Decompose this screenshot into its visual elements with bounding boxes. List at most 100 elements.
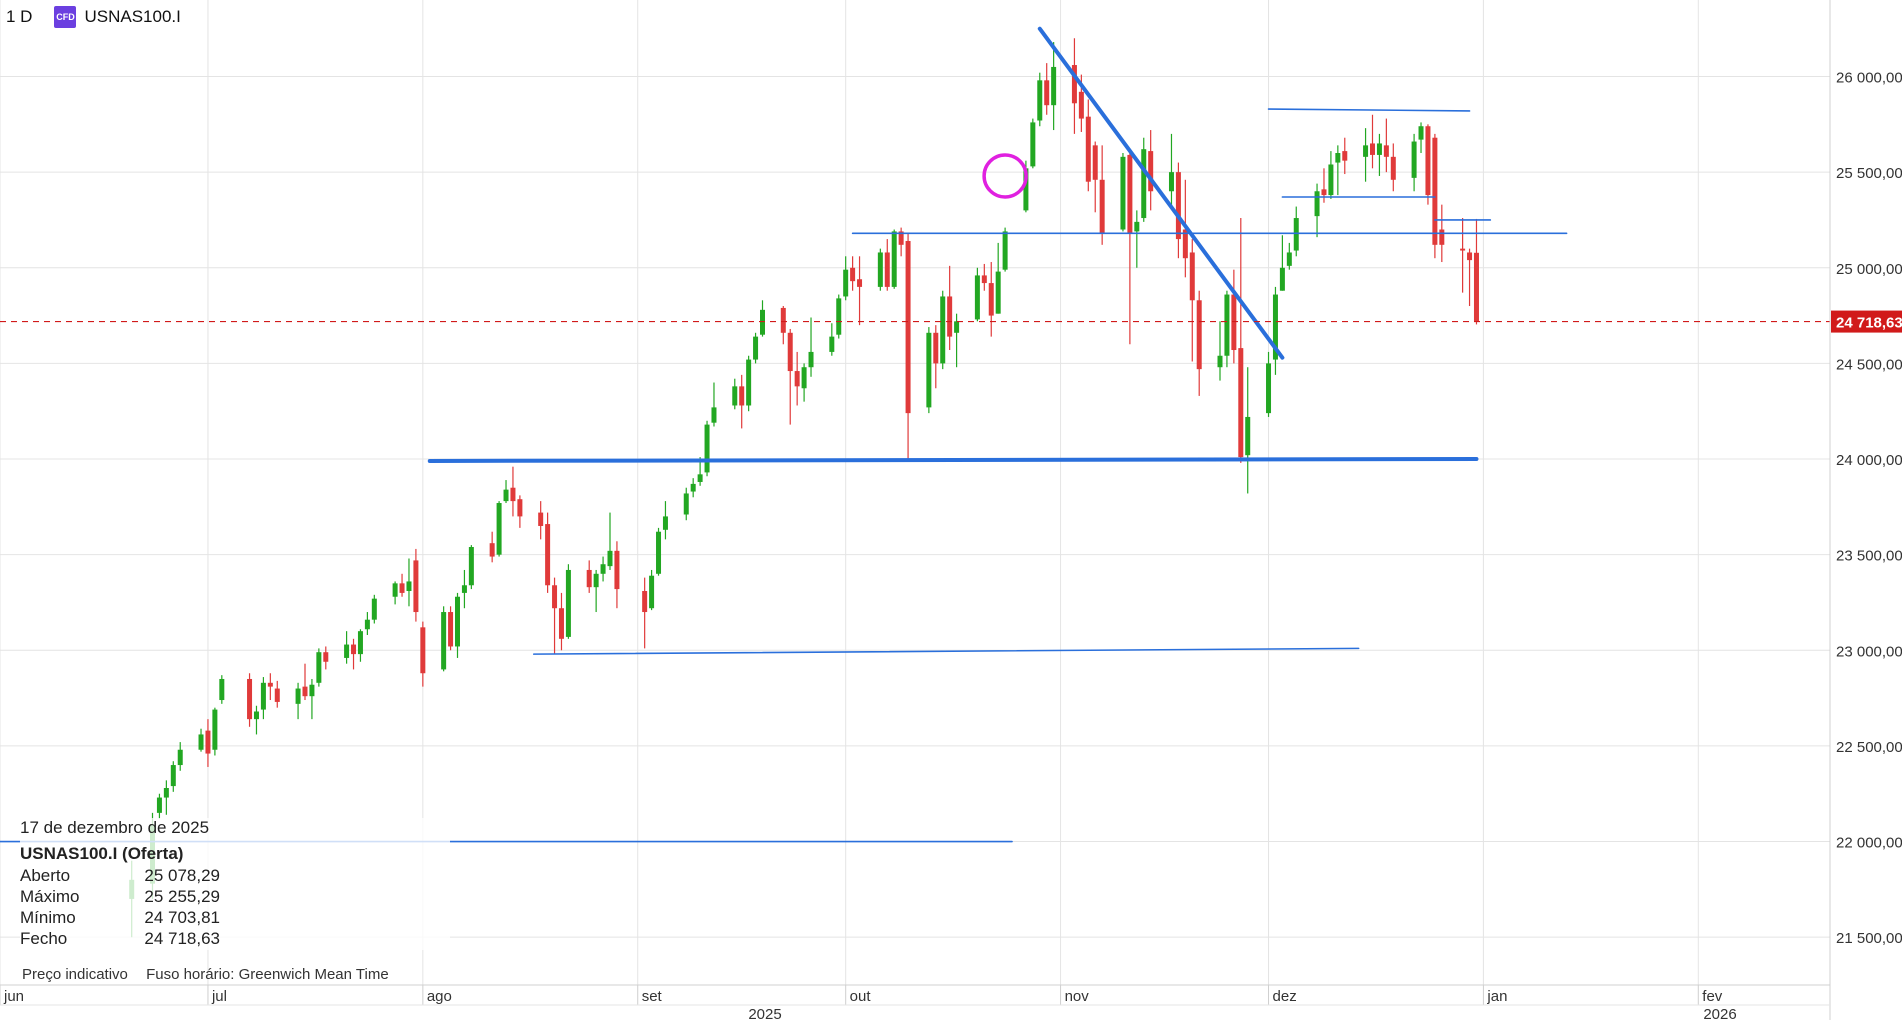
candle-body — [1383, 145, 1389, 157]
candle-body — [1245, 416, 1251, 456]
candle-body — [940, 296, 946, 364]
candle-body — [1460, 248, 1466, 251]
candle-body — [247, 678, 253, 720]
candle-body — [177, 749, 183, 766]
candle-body — [1085, 116, 1091, 182]
candle-body — [1023, 168, 1029, 211]
candle-body — [1044, 80, 1050, 106]
x-tick-label: dez — [1273, 988, 1297, 1005]
info-footer: Preço indicativo Fuso horário: Greenwich… — [22, 966, 403, 983]
candle-body — [371, 598, 377, 620]
candle-body — [496, 503, 502, 555]
candle-body — [1099, 179, 1105, 234]
candle-body — [156, 797, 162, 813]
candle-body — [1071, 65, 1077, 104]
candle-body — [746, 359, 752, 406]
year-label: 2025 — [748, 1006, 781, 1020]
candle-body — [857, 279, 863, 287]
candle-body — [1335, 153, 1341, 163]
annotations — [0, 26, 1568, 843]
candle-body — [877, 252, 883, 287]
candle-body — [801, 367, 807, 389]
candle-body — [1224, 294, 1230, 356]
candle-body — [205, 730, 211, 754]
candle-body — [1473, 252, 1479, 322]
candle-body — [1120, 156, 1126, 230]
candle-body — [711, 407, 717, 423]
y-tick-label: 22 000,00 — [1836, 835, 1902, 852]
candle-body — [593, 573, 599, 588]
candle-body — [545, 524, 551, 586]
candle-body — [891, 231, 897, 287]
candle-body — [517, 499, 523, 517]
candle-body — [1231, 294, 1237, 351]
candle-body — [898, 231, 904, 245]
candle-body — [905, 240, 911, 414]
info-value: 25 255,29 — [144, 887, 220, 906]
candle-body — [364, 619, 370, 630]
info-row-high: Máximo 25 255,29 — [20, 887, 220, 908]
candle-body — [420, 627, 426, 674]
candle-body — [1189, 252, 1195, 301]
candle-body — [850, 267, 856, 282]
candle-body — [690, 483, 696, 492]
y-tick-label: 24 000,00 — [1836, 452, 1902, 469]
info-row-close: Fecho 24 718,63 — [20, 929, 220, 950]
candle-body — [1272, 294, 1278, 360]
candle-body — [704, 424, 710, 473]
candle-body — [448, 612, 454, 647]
candle-body — [510, 487, 516, 502]
candle-body — [1411, 141, 1417, 178]
candle-body — [1134, 221, 1140, 232]
info-value: 24 703,81 — [144, 908, 220, 927]
timeframe-label[interactable]: 1 D — [6, 7, 33, 26]
candle-body — [808, 351, 814, 368]
x-tick-label: set — [642, 988, 663, 1005]
candle-body — [656, 531, 662, 574]
info-label: Mínimo — [20, 908, 76, 927]
candle-body — [843, 269, 849, 297]
candle-body — [302, 686, 308, 697]
candle-body — [552, 585, 558, 609]
candle-body — [1175, 172, 1181, 240]
candle-body — [988, 283, 994, 316]
candle-body — [441, 612, 447, 670]
candle-body — [739, 386, 745, 406]
candle-body — [1314, 191, 1320, 217]
candle-body — [926, 332, 932, 408]
candle-body — [1182, 229, 1188, 259]
candle-body — [794, 371, 800, 387]
candle-body — [1217, 355, 1223, 368]
candle-body — [600, 564, 606, 574]
candle-body — [586, 569, 592, 588]
last-price-line: 24 718,63 — [0, 310, 1902, 333]
info-label: Máximo — [20, 887, 80, 906]
candle-body — [198, 734, 204, 750]
candle-body — [884, 252, 890, 287]
candle-body — [1168, 172, 1174, 192]
candle-body — [697, 474, 703, 482]
candle-body — [413, 560, 419, 613]
candle-body — [1363, 145, 1369, 157]
candle-body — [212, 709, 218, 750]
last-price-tag — [1831, 310, 1902, 333]
candle-body — [974, 275, 980, 320]
candle-body — [1321, 189, 1327, 196]
info-title: USNAS100.I (Oferta) — [20, 844, 184, 863]
candle-body — [1342, 151, 1348, 161]
candle-body — [565, 569, 571, 637]
candle-body — [1037, 80, 1043, 121]
candle-body — [683, 493, 689, 515]
candle-body — [1030, 122, 1036, 167]
x-tick-label: jan — [1486, 988, 1507, 1005]
x-tick-label: out — [850, 988, 872, 1005]
info-value: 24 718,63 — [144, 929, 220, 948]
trendline — [427, 457, 1479, 463]
candle-body — [357, 631, 363, 655]
symbol-label[interactable]: USNAS100.I — [84, 7, 181, 26]
candle-body — [1141, 149, 1147, 219]
candle-body — [1092, 145, 1098, 180]
y-tick-label: 25 500,00 — [1836, 165, 1902, 182]
